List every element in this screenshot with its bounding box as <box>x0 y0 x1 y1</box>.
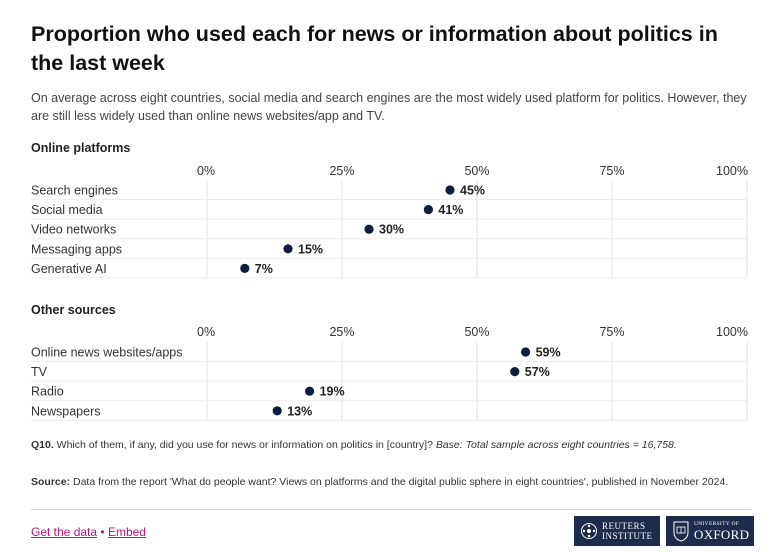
category-label: TV <box>31 365 48 379</box>
footnote: Q10. Which of them, if any, did you use … <box>31 438 746 453</box>
tick-label: 25% <box>329 164 354 178</box>
data-label: 57% <box>525 365 550 379</box>
source-note: Source: Data from the report 'What do pe… <box>31 475 746 490</box>
reuters-line1: REUTERS <box>602 521 646 531</box>
category-label: Generative AI <box>31 262 107 276</box>
panel-title: Other sources <box>31 303 116 317</box>
tick-label: 0% <box>197 325 215 339</box>
embed-link[interactable]: Embed <box>107 525 146 539</box>
tick-label: 100% <box>716 325 748 339</box>
data-point <box>240 263 250 273</box>
footer-divider <box>31 509 751 510</box>
category-label: Video networks <box>31 223 116 237</box>
oxford-small-text: UNIVERSITY OF <box>694 521 740 527</box>
tick-label: 50% <box>464 325 489 339</box>
reuters-emblem-icon <box>581 523 597 539</box>
link-separator: • <box>100 525 105 539</box>
chart-title: Proportion who used each for news or inf… <box>31 22 718 75</box>
data-label: 59% <box>536 346 561 360</box>
tick-label: 50% <box>464 164 489 178</box>
category-label: Messaging apps <box>31 242 122 256</box>
data-label: 41% <box>438 203 463 217</box>
source-label: Source: <box>31 476 71 488</box>
tick-label: 75% <box>599 325 624 339</box>
data-label: 7% <box>255 262 273 276</box>
category-label: Radio <box>31 385 64 399</box>
data-label: 30% <box>379 223 404 237</box>
footnote-question: Which of them, if any, did you use for n… <box>53 439 436 451</box>
data-point <box>305 386 315 396</box>
tick-label: 100% <box>716 164 748 178</box>
category-label: Online news websites/apps <box>31 346 182 360</box>
tick-label: 75% <box>599 164 624 178</box>
footnote-base: Base: Total sample across eight countrie… <box>435 439 677 451</box>
oxford-big-text: OXFORD <box>694 527 750 542</box>
oxford-university-logo[interactable]: UNIVERSITY OF OXFORD <box>666 516 754 546</box>
data-point <box>510 367 520 377</box>
data-label: 45% <box>460 184 485 198</box>
tick-label: 25% <box>329 325 354 339</box>
category-label: Search engines <box>31 184 118 198</box>
data-label: 13% <box>287 404 312 418</box>
oxford-crest-icon <box>673 521 689 542</box>
data-label: 19% <box>320 385 345 399</box>
category-label: Newspapers <box>31 404 100 418</box>
chart-subtitle: On average across eight countries, socia… <box>31 91 747 123</box>
data-point <box>272 406 282 416</box>
tick-label: 0% <box>197 164 215 178</box>
panel-title: Online platforms <box>31 141 130 155</box>
reuters-institute-logo[interactable]: REUTERS INSTITUTE <box>574 516 660 546</box>
data-label: 15% <box>298 242 323 256</box>
data-point <box>364 224 374 234</box>
footer-links: Get the data • Embed <box>31 525 146 539</box>
data-point <box>445 185 455 195</box>
get-data-link[interactable]: Get the data <box>31 525 98 539</box>
data-point <box>423 205 433 215</box>
source-text: Data from the report 'What do people wan… <box>70 476 729 488</box>
reuters-line2: INSTITUTE <box>602 531 653 541</box>
data-point <box>521 347 531 357</box>
data-point <box>283 244 293 254</box>
category-label: Social media <box>31 203 103 217</box>
footnote-label: Q10. <box>31 439 54 451</box>
